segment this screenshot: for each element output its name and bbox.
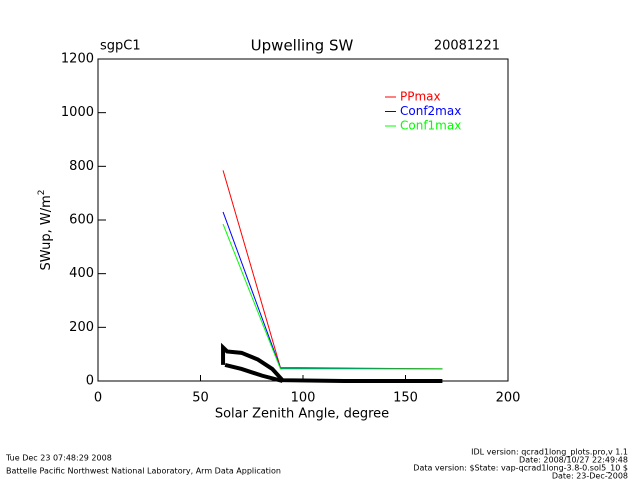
legend-label: PPmax xyxy=(400,90,441,104)
legend-label: Conf1max xyxy=(400,119,461,133)
footer-right: Date: 2008/10/27 22:49:48 xyxy=(519,456,628,465)
y-tick-label: 1000 xyxy=(61,105,94,120)
footer-right: IDL version: qcrad1long_plots.pro,v 1.1 xyxy=(471,448,628,457)
y-tick-label: 1200 xyxy=(61,52,94,67)
x-tick-label: 200 xyxy=(496,391,521,406)
y-tick-label: 400 xyxy=(69,266,94,281)
footer-right: Data version: $State: vap-qcrad1long-3.8… xyxy=(413,464,628,473)
footer-left: Battelle Pacific Northwest National Labo… xyxy=(6,467,281,476)
y-tick-label: 600 xyxy=(69,213,94,228)
y-label-sup: 2 xyxy=(37,189,47,195)
series-line xyxy=(222,223,443,370)
x-tick-label: 100 xyxy=(291,391,316,406)
y-axis-label: SWup, W/m2 xyxy=(37,189,54,270)
footer-left: Tue Dec 23 07:48:29 2008 xyxy=(5,454,112,463)
y-tick-label: 0 xyxy=(86,374,94,389)
x-tick-label: 150 xyxy=(393,391,418,406)
chart-title: Upwelling SW xyxy=(251,37,354,55)
x-tick-label: 0 xyxy=(94,391,102,406)
y-tick-label: 800 xyxy=(69,159,94,174)
x-tick-label: 50 xyxy=(192,391,209,406)
series-line xyxy=(222,211,443,370)
footer-right: Date: 23-Dec-2008 xyxy=(552,472,628,480)
site-label: sgpC1 xyxy=(100,39,141,54)
series-line xyxy=(221,342,443,383)
series-line xyxy=(224,362,284,383)
legend-label: Conf2max xyxy=(400,104,461,118)
y-tick-label: 200 xyxy=(69,320,94,335)
series-line xyxy=(222,170,443,370)
y-label-text: SWup, W/m xyxy=(39,195,54,270)
x-axis-label: Solar Zenith Angle, degree xyxy=(215,407,389,422)
date-label: 20081221 xyxy=(434,39,500,54)
